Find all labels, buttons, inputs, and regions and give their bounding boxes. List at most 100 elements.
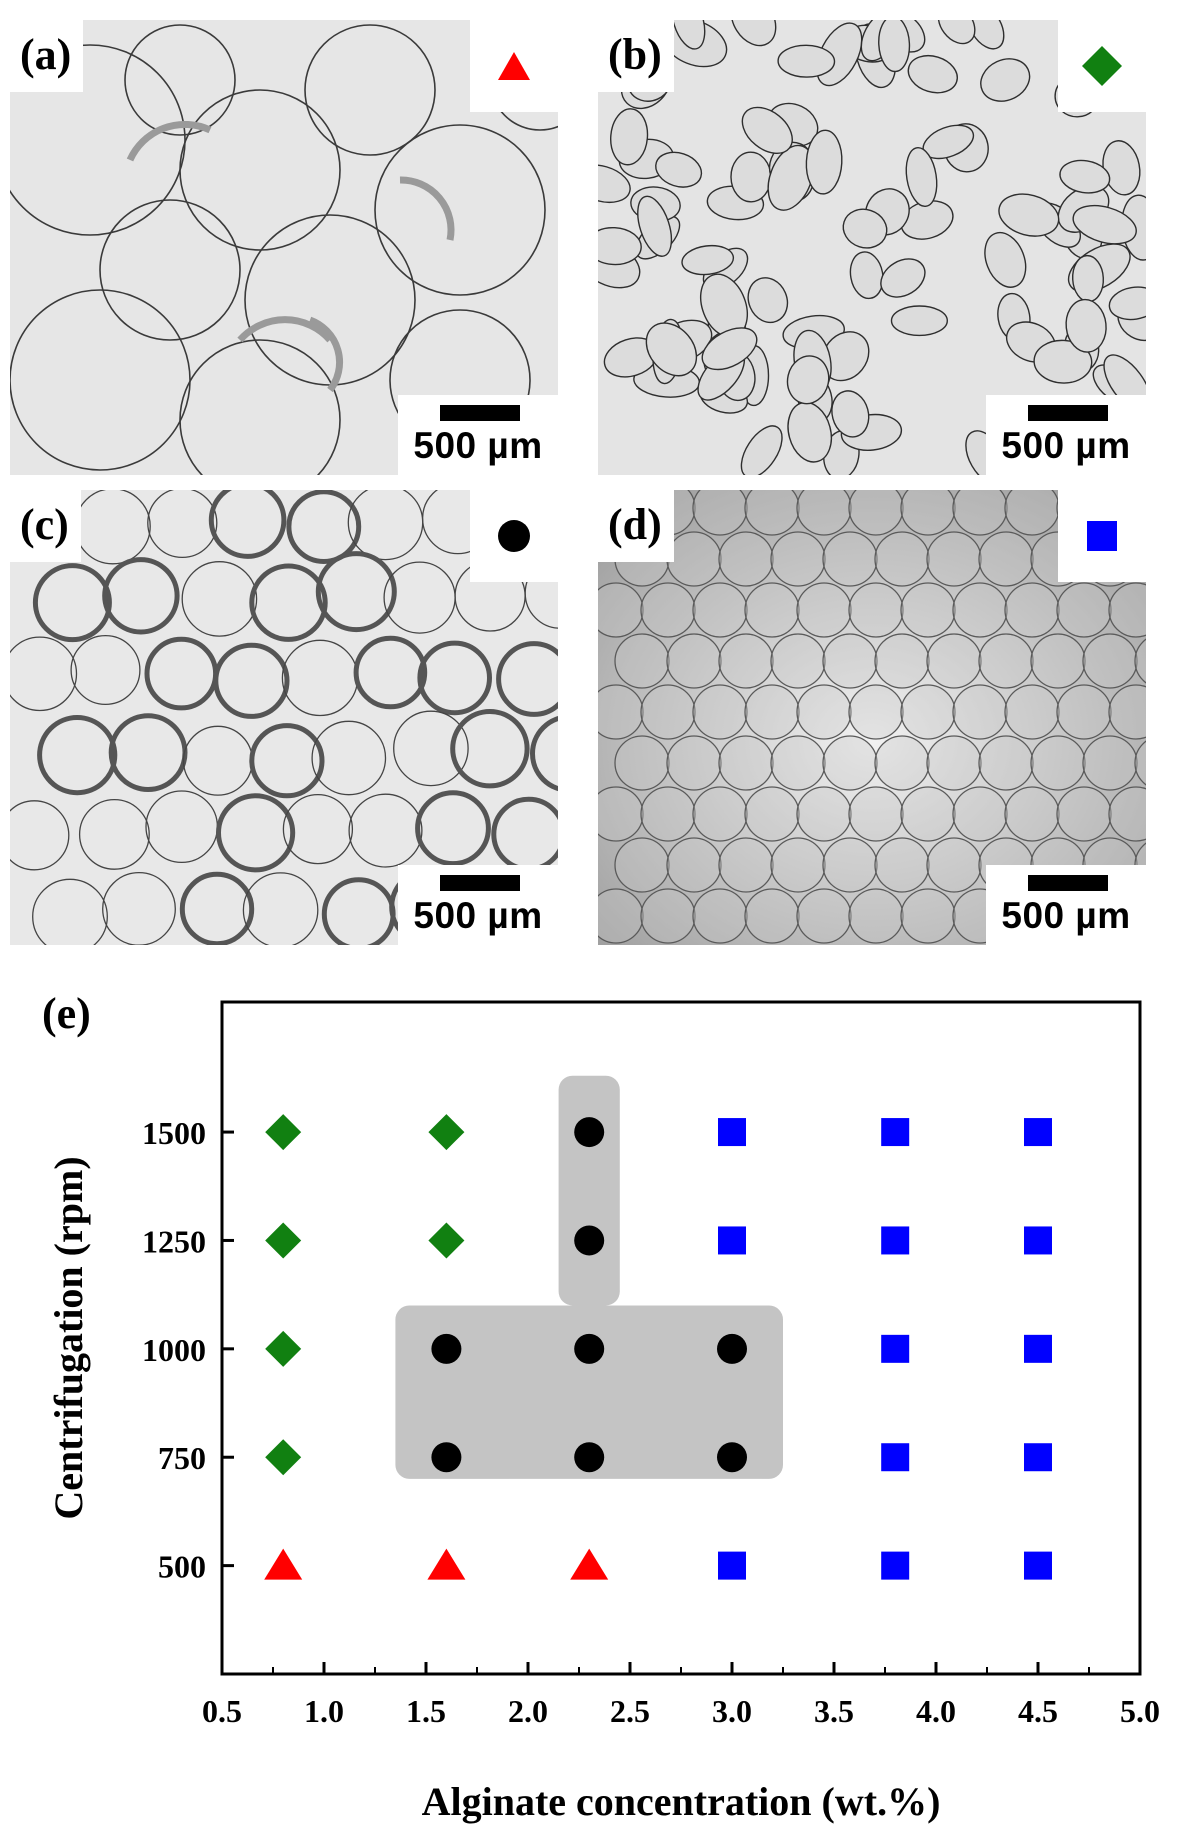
capsule-shape [640,684,696,740]
capsule-shape [890,305,948,337]
capsule-shape [822,633,878,689]
square-point [881,1226,910,1255]
capsule-shape [640,888,696,944]
capsule-shape [70,634,141,706]
x-axis-ticks: 0.5 1.0 1.5 2.0 2.5 3.0 3.5 4.0 4.5 5.0 [202,1662,1160,1729]
capsule-shape [822,837,878,893]
panel-c-marker [470,490,558,582]
capsule-shape [926,837,982,893]
capsule-shape [249,563,328,642]
capsule-shape [181,561,258,637]
capsule-shape [213,642,290,719]
micrograph-panel-d: (d) 500 µm [598,490,1146,945]
x-axis-label: Alginate concentration (wt.%) [422,1779,941,1824]
capsule-shape [32,563,112,643]
micrograph-panel-b: (b) 500 µm [598,20,1146,475]
x-tick-label: 3.0 [712,1693,752,1729]
x-tick-label: 0.5 [202,1693,242,1729]
capsule-shape [10,636,78,712]
capsule-shape [900,582,956,638]
capsule-shape [796,684,852,740]
capsule-shape [1108,286,1146,321]
capsule-shape [666,633,722,689]
capsule-shape [496,641,558,717]
square-point [881,1551,910,1580]
capsule-shape [849,251,884,300]
capsule-shape [1082,633,1138,689]
y-tick-label: 1250 [142,1223,206,1259]
capsule-shape [692,888,748,944]
shaded-region [395,1075,783,1479]
circle-point [574,1225,605,1256]
capsule-shape [614,837,670,893]
capsule-shape [179,871,255,945]
circle-point [431,1333,462,1364]
black-circle-icon [498,520,530,552]
capsule-shape [524,557,558,629]
capsule-shape [900,786,956,842]
diamond-point [265,1222,302,1259]
x-tick-label: 1.0 [304,1693,344,1729]
capsule-shape [747,277,789,324]
scale-label: 500 µm [1001,895,1131,936]
x-tick-label: 1.5 [406,1693,446,1729]
capsule-shape [450,709,530,789]
capsule-shape [614,633,670,689]
panel-b-scale: 500 µm [986,395,1146,475]
capsule-shape [767,144,815,211]
panel-c-scale: 500 µm [398,865,558,945]
panel-c-label: (c) [10,490,81,562]
capsule-shape [242,872,319,945]
circle-point [431,1442,462,1473]
capsule-shape [770,735,826,791]
capsule-shape [926,633,982,689]
capsule-shape [770,837,826,893]
circle-point [717,1442,747,1473]
panel-d-label: (d) [598,490,674,562]
capsule-shape [978,633,1034,689]
panel-d-scale: 500 µm [986,865,1146,945]
capsule-shape [848,888,904,944]
phase-diagram-chart: (e) 0.5 1.0 1.5 2.0 2.5 3.0 3.5 4.0 4.5 5.0 500 75… [42,989,1160,1824]
capsule-shape [315,551,397,633]
capsule-shape [905,146,938,208]
capsule-shape [907,54,958,94]
x-tick-label: 5.0 [1120,1693,1160,1729]
capsule-shape [874,633,930,689]
x-tick-label: 2.0 [508,1693,548,1729]
diamond-point [265,1114,302,1151]
capsule-shape [744,786,800,842]
capsule-shape [952,684,1008,740]
capsule-shape [984,231,1027,288]
square-point [881,1118,910,1147]
capsule-shape [102,871,176,945]
panel-a-marker [470,20,558,112]
capsule-shape [848,490,904,536]
capsule-shape [614,735,670,791]
circle-point [574,1333,605,1364]
y-axis-label: Centrifugation (rpm) [46,1156,91,1519]
square-point [1024,1118,1052,1147]
capsule-shape [796,582,852,638]
capsule-shape [1108,582,1146,638]
capsule-shape [900,684,956,740]
capsule-shape [598,888,644,944]
capsule-shape [740,425,783,475]
circle-point [574,1442,605,1473]
x-tick-label: 2.5 [610,1693,650,1729]
panel-a-label: (a) [10,20,84,92]
diamond-point [428,1114,465,1151]
capsule-shape [842,208,888,249]
capsule-shape [831,390,870,438]
capsule-shape [640,582,696,638]
capsule-shape [1059,159,1111,194]
capsule-shape [216,793,296,873]
capsule-shape [822,735,878,791]
capsule-shape [1108,684,1146,740]
capsule-shape [282,793,354,865]
capsule-shape [718,837,774,893]
scale-label: 500 µm [413,895,543,936]
capsule-shape [952,490,1008,536]
capsule-shape [998,193,1060,237]
capsule-shape [286,490,362,564]
